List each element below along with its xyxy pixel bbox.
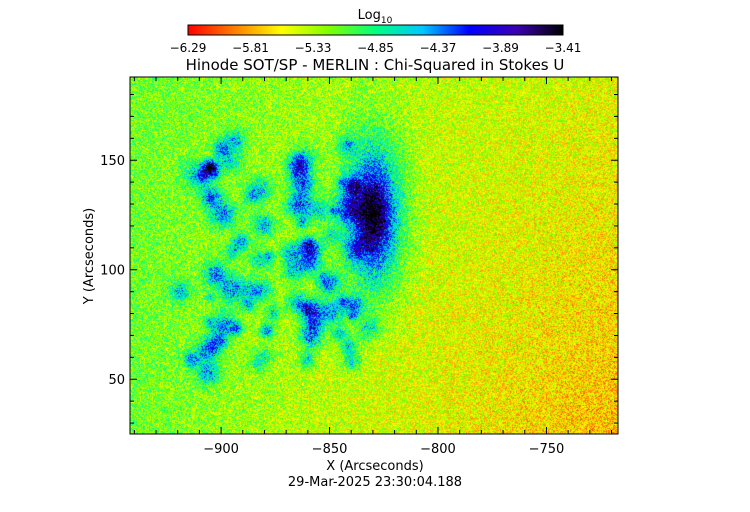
- x-tick-label: −800: [420, 442, 456, 457]
- colorbar-tick-label: −5.33: [295, 41, 332, 55]
- x-tick-label: −900: [203, 442, 239, 457]
- y-tick-label: 150: [100, 154, 125, 169]
- x-axis-label: X (Arcseconds): [326, 459, 423, 474]
- colorbar-ticks: −6.29 −5.81 −5.33 −4.85 −4.37 −3.89 −3.41: [170, 41, 582, 55]
- y-tick-label: 100: [100, 264, 125, 279]
- colorbar-title: Log10: [358, 8, 393, 26]
- x-axis-ticks: −900 −850 −800 −750: [133, 77, 612, 457]
- y-axis-label: Y (Arcseconds): [82, 208, 97, 305]
- y-tick-label: 50: [108, 373, 125, 388]
- plot-frame: [129, 76, 619, 435]
- chart-title: Hinode SOT/SP - MERLIN : Chi-Squared in …: [186, 56, 565, 74]
- colorbar-title-subscript: 10: [381, 16, 393, 26]
- x-tick-label: −850: [312, 442, 348, 457]
- plot-area: −900 −850 −800 −750 50 100 150: [100, 76, 619, 457]
- colorbar-tick-label: −3.89: [482, 41, 519, 55]
- y-axis-ticks: 50 100 150: [100, 94, 618, 424]
- colorbar-tick-label: −5.81: [232, 41, 269, 55]
- colorbar: Log10 −6.29 −5.81 −5.33 −4.85 −4.37 −3.89 −3.4…: [170, 8, 582, 55]
- colorbar-tick-label: −6.29: [170, 41, 207, 55]
- colorbar-tick-label: −4.37: [420, 41, 457, 55]
- heatmap-image: [130, 77, 618, 434]
- timestamp: 29-Mar-2025 23:30:04.188: [288, 475, 462, 490]
- colorbar-tick-label: −3.41: [545, 41, 582, 55]
- colorbar-tick-label: −4.85: [357, 41, 394, 55]
- x-tick-label: −750: [529, 442, 565, 457]
- colorbar-bar: [187, 24, 564, 36]
